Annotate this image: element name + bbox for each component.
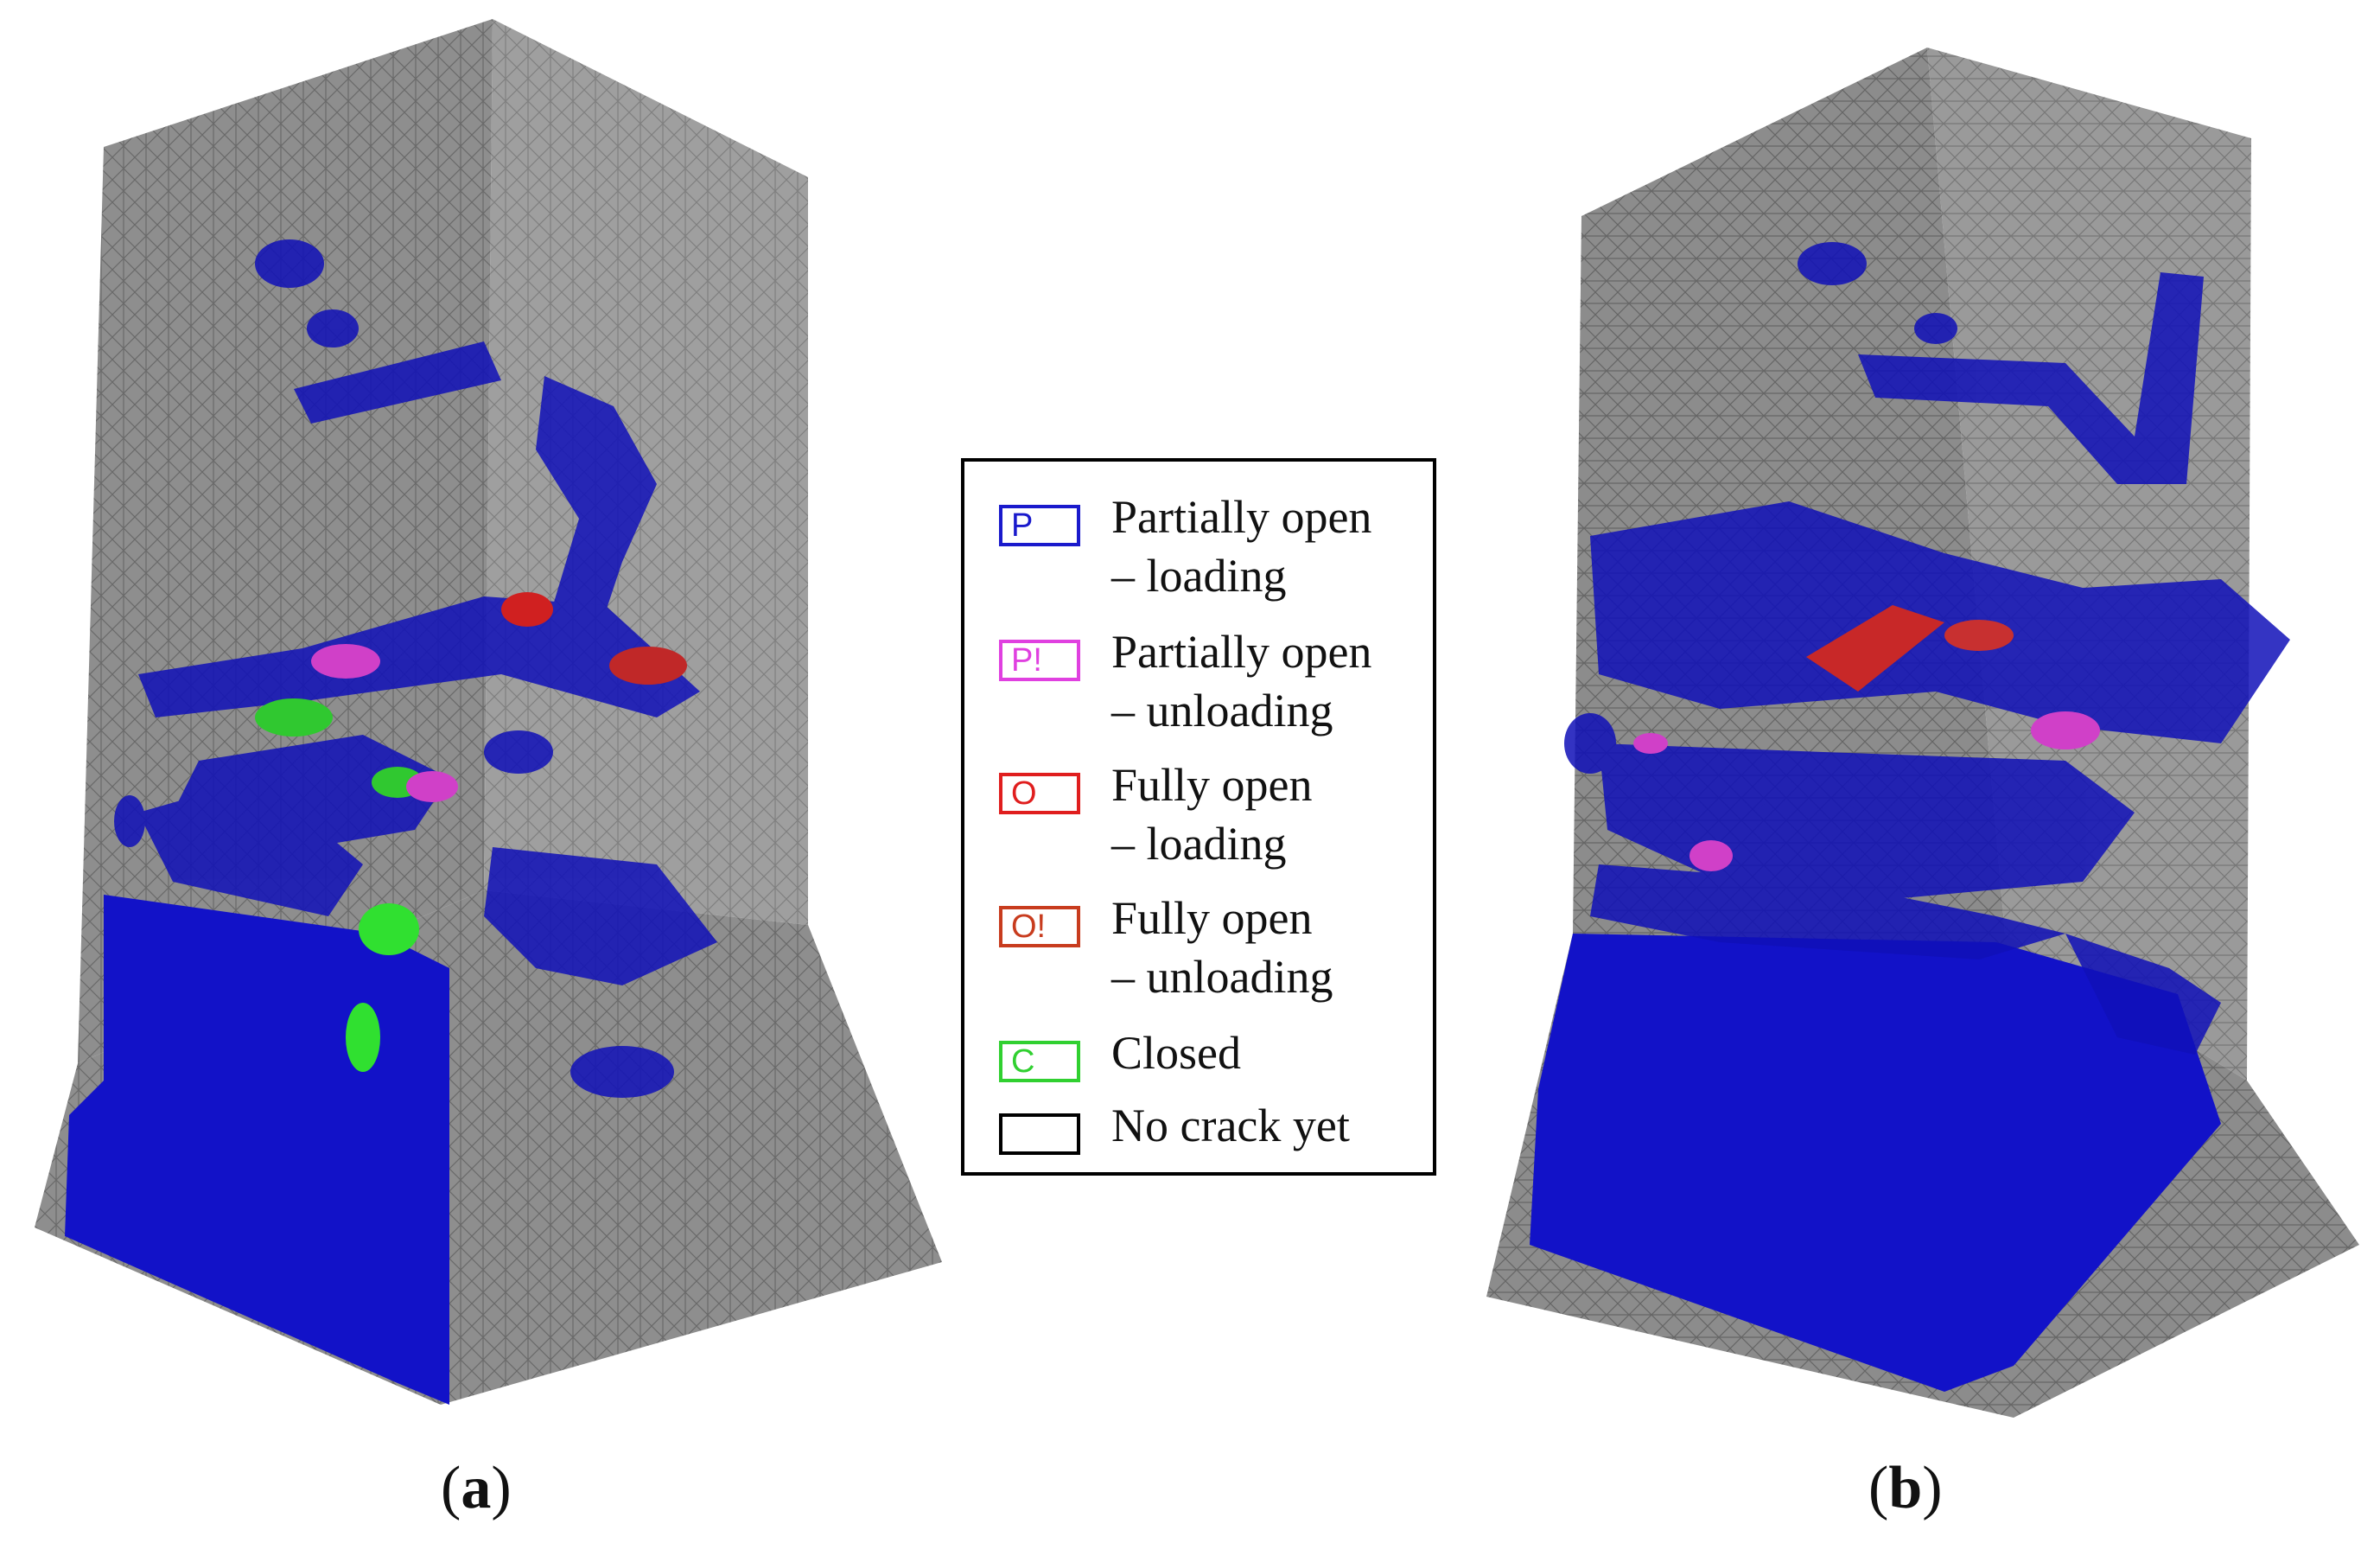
legend-swatch [999,1113,1080,1155]
legend-label-line1: No crack yet [1111,1100,1350,1151]
legend-swatch: P [999,505,1080,546]
crack-zone-partial-bottom [1530,934,2221,1392]
crack-zone-partial-bottom [65,895,449,1405]
model-b-crack-pattern [1486,48,2359,1418]
legend-label-line1: Closed [1111,1027,1242,1079]
legend-label-line1: Fully open [1111,759,1313,811]
legend-label-line2: – loading [1111,550,1287,602]
caption-b-letter: b [1888,1455,1923,1521]
legend-label-line2: – unloading [1111,951,1333,1003]
caption-b: (b) [1868,1455,1943,1521]
legend-label-line1: Partially open [1111,491,1372,543]
legend-label-line2: – loading [1111,818,1287,870]
legend-swatch: C [999,1041,1080,1082]
caption-a-letter: a [461,1455,492,1521]
legend-label-line1: Partially open [1111,626,1372,678]
legend-swatch: O! [999,906,1080,947]
legend-label-line1: Fully open [1111,892,1313,944]
caption-a: (a) [441,1455,512,1521]
legend-swatch: O [999,773,1080,814]
legend-label-line2: – unloading [1111,685,1333,736]
column-left-face [1573,48,2005,934]
crack-legend: P Partially open – loading P! Partially … [961,458,1436,1176]
model-a-crack-pattern [35,19,942,1405]
legend-swatch: P! [999,640,1080,681]
